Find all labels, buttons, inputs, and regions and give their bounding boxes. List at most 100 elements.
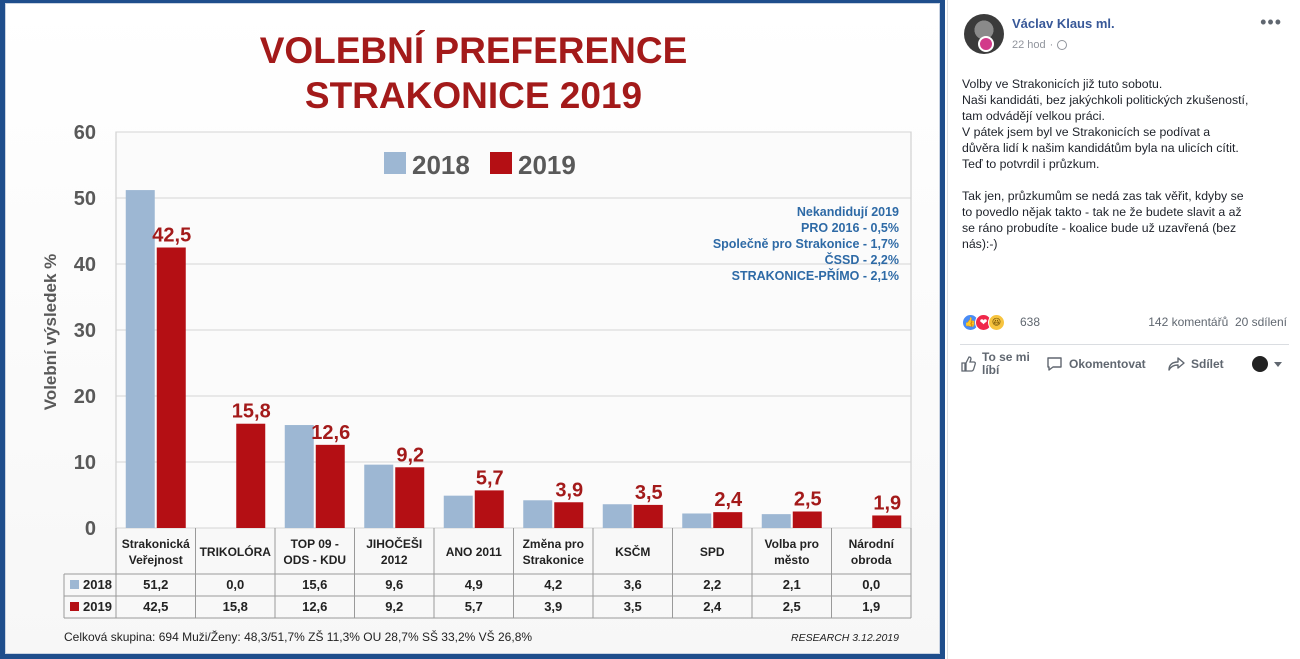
y-axis-label: Volební výsledek % xyxy=(41,254,60,411)
post-meta: 22 hod · xyxy=(1012,39,1068,51)
comments-count[interactable]: 142 komentářů xyxy=(1148,315,1229,329)
post-time[interactable]: 22 hod xyxy=(1012,39,1046,51)
divider xyxy=(960,344,1289,345)
table-value-2019: 9,2 xyxy=(385,599,403,614)
profile-icon xyxy=(1252,356,1268,372)
post-image[interactable]: VOLEBNÍ PREFERENCE STRAKONICE 2019 0 10 20… xyxy=(0,0,945,659)
table-legend-swatch-2018 xyxy=(70,580,79,589)
comment-icon xyxy=(1047,357,1062,371)
post-actions: To se mi líbí Okomentovat Sdílet xyxy=(956,346,1291,382)
share-label: Sdílet xyxy=(1191,357,1224,371)
haha-reaction-icon: 😆 xyxy=(988,314,1005,331)
data-label-2019: 2,4 xyxy=(714,489,743,511)
category-label: obroda xyxy=(851,553,892,567)
y-tick-label: 10 xyxy=(74,452,96,474)
bar-2018 xyxy=(364,464,394,528)
bar-2019 xyxy=(315,444,345,528)
category-label: TOP 09 - xyxy=(291,537,339,551)
category-label: TRIKOLÓRA xyxy=(200,544,272,559)
post-text-line: tam odvádějí velkou práci. xyxy=(962,109,1105,123)
table-value-2019: 42,5 xyxy=(143,599,168,614)
comment-share-counts: 142 komentářů 20 sdílení xyxy=(1148,315,1287,329)
category-label: Veřejnost xyxy=(129,553,183,567)
table-value-2019: 3,5 xyxy=(624,599,642,614)
data-label-2019: 9,2 xyxy=(396,444,424,466)
table-value-2018: 4,2 xyxy=(544,577,562,592)
reaction-icons[interactable]: 👍 ❤ 😆 xyxy=(962,314,1005,331)
category-label: Volba pro xyxy=(765,537,819,551)
post-text-line: Volby ve Strakonicích již tuto sobotu. xyxy=(962,77,1163,91)
y-tick-label: 60 xyxy=(74,122,96,144)
note-line: Společně pro Strakonice - 1,7% xyxy=(713,237,899,251)
table-value-2018: 4,9 xyxy=(465,577,483,592)
y-tick-label: 20 xyxy=(74,386,96,408)
audience-selector[interactable] xyxy=(1252,346,1282,382)
shares-count[interactable]: 20 sdílení xyxy=(1234,315,1287,329)
bar-2019 xyxy=(633,504,663,528)
bar-2019 xyxy=(395,467,425,528)
table-value-2018: 15,6 xyxy=(302,577,327,592)
table-row-label-2019: 2019 xyxy=(83,599,112,614)
bar-2018 xyxy=(443,495,473,528)
post-text: Volby ve Strakonicích již tuto sobotu. Na… xyxy=(962,76,1292,252)
data-label-2019: 5,7 xyxy=(476,467,504,489)
legend-swatch-2018 xyxy=(384,152,406,174)
reaction-count[interactable]: 638 xyxy=(1020,315,1041,329)
bar-2019 xyxy=(554,502,584,528)
bar-2019 xyxy=(792,511,822,528)
table-value-2018: 51,2 xyxy=(143,577,168,592)
data-label-2019: 2,5 xyxy=(794,489,822,511)
note-line: PRO 2016 - 0,5% xyxy=(801,221,899,235)
note-line: Nekandidují 2019 xyxy=(797,205,899,219)
like-button[interactable]: To se mi líbí xyxy=(960,346,1040,382)
footer-sample-info: Celková skupina: 694 Muži/Ženy: 48,3/51,… xyxy=(64,629,532,644)
title-line-1: VOLEBNÍ PREFERENCE xyxy=(259,30,688,71)
table-value-2019: 15,8 xyxy=(223,599,248,614)
post-text-line: V pátek jsem byl ve Strakonicích se podí… xyxy=(962,125,1211,139)
category-label: ANO 2011 xyxy=(446,545,502,559)
category-label: Změna pro xyxy=(523,537,584,551)
bar-2019 xyxy=(872,515,902,528)
note-line: ČSSD - 2,2% xyxy=(825,252,899,267)
y-tick-label: 40 xyxy=(74,254,96,276)
table-value-2018: 0,0 xyxy=(226,577,244,592)
table-value-2018: 3,6 xyxy=(624,577,642,592)
legend-swatch-2019 xyxy=(490,152,512,174)
category-label: město xyxy=(774,553,809,567)
table-value-2019: 5,7 xyxy=(465,599,483,614)
chart-slide: VOLEBNÍ PREFERENCE STRAKONICE 2019 0 10 20… xyxy=(5,3,940,654)
table-value-2018: 0,0 xyxy=(862,577,880,592)
bar-2019 xyxy=(713,512,743,528)
avatar[interactable] xyxy=(964,14,1004,54)
author-name[interactable]: Václav Klaus ml. xyxy=(1012,16,1115,31)
bar-2019 xyxy=(236,423,266,528)
like-label-1: To se mi xyxy=(982,350,1030,364)
data-label-2019: 42,5 xyxy=(152,225,191,247)
comment-button[interactable]: Okomentovat xyxy=(1046,346,1146,382)
data-label-2019: 12,6 xyxy=(311,422,350,444)
post-text-line: nás):-) xyxy=(962,237,998,251)
post-text-line: Teď to potvrdil i průzkum. xyxy=(962,157,1100,171)
paragraph-gap xyxy=(962,172,1292,188)
category-label: Strakonická xyxy=(122,537,190,551)
category-label: SPD xyxy=(700,545,725,559)
table-value-2018: 2,1 xyxy=(783,577,801,592)
post-text-line: důvěra lidí k našim kandidátům byla na u… xyxy=(962,141,1239,155)
post-text-line: Tak jen, průzkumům se nedá zas tak věřit… xyxy=(962,189,1244,203)
category-label: KSČM xyxy=(615,544,650,559)
data-label-2019: 3,5 xyxy=(635,482,663,504)
globe-icon xyxy=(1057,40,1068,50)
post-text-line: se ráno probudíte - koalice bude už uzav… xyxy=(962,221,1237,235)
category-label: Strakonice xyxy=(523,553,585,567)
share-button[interactable]: Sdílet xyxy=(1168,346,1224,382)
table-row-label-2018: 2018 xyxy=(83,577,112,592)
legend-label-2018: 2018 xyxy=(412,150,470,180)
note-line: STRAKONICE-PŘÍMO - 2,1% xyxy=(732,268,899,283)
category-label: ODS - KDU xyxy=(283,553,346,567)
table-value-2019: 2,5 xyxy=(783,599,801,614)
bar-chart: 0 10 20 30 40 50 60 Volební výsledek % 42,5 Strak… xyxy=(41,122,912,644)
bar-2018 xyxy=(125,190,155,528)
footer-research: RESEARCH 3.12.2019 xyxy=(791,632,899,644)
more-options-icon[interactable]: ••• xyxy=(1260,12,1282,32)
comment-label: Okomentovat xyxy=(1069,357,1146,371)
